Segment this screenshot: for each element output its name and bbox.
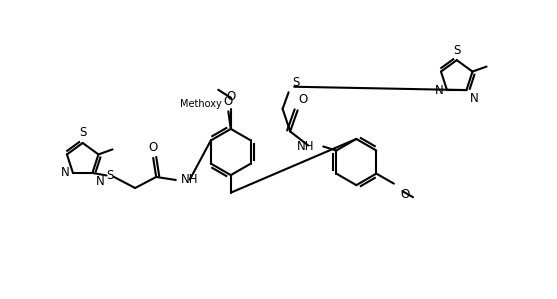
Text: O: O (400, 188, 409, 201)
Text: S: S (292, 76, 300, 89)
Text: N: N (61, 167, 70, 179)
Text: Methoxy: Methoxy (179, 99, 221, 109)
Text: S: S (453, 44, 461, 57)
Text: S: S (79, 126, 86, 139)
Text: O: O (226, 90, 236, 103)
Text: S: S (106, 169, 114, 182)
Text: O: O (149, 141, 158, 154)
Text: N: N (95, 175, 104, 188)
Text: O: O (224, 95, 233, 108)
Text: O: O (298, 93, 307, 106)
Text: NH: NH (297, 140, 315, 153)
Text: N: N (434, 84, 443, 97)
Text: NH: NH (181, 173, 198, 186)
Text: N: N (470, 92, 478, 105)
